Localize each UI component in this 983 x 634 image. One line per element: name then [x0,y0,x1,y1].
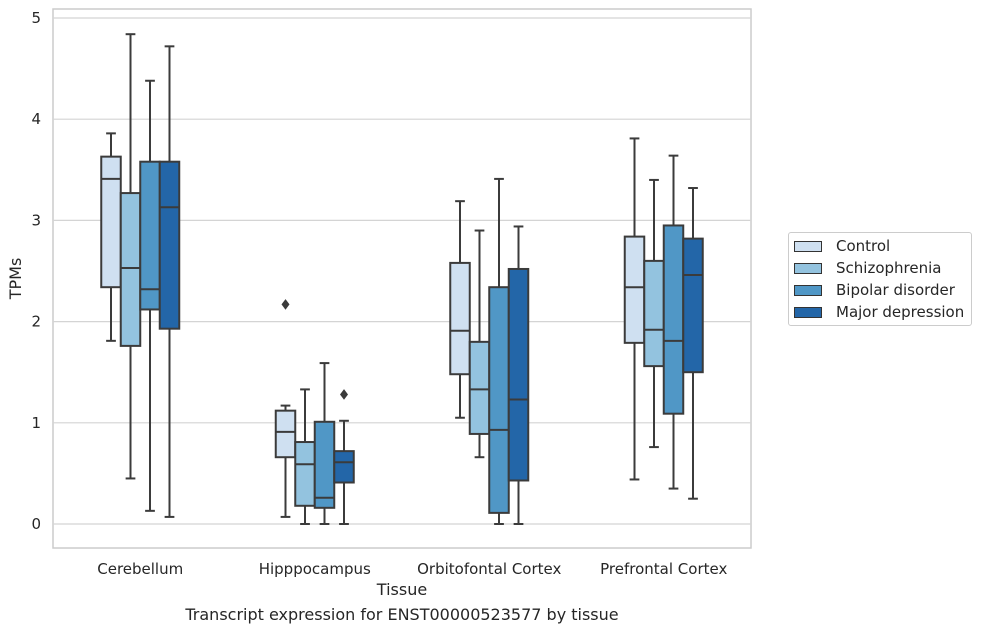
x-tick-label: Cerebellum [97,560,183,578]
box-1-3 [333,389,355,525]
box-body [643,259,665,368]
legend-label-major-depression: Major depression [836,303,965,321]
x-axis-title: Tissue [376,580,427,599]
box-body [139,160,161,311]
legend-swatch-bipolar-disorder [794,284,822,296]
box-body [468,340,491,435]
legend-label-control: Control [836,237,891,255]
box-body [682,237,704,374]
legend-item-control: Control [794,235,890,257]
box-body [488,286,510,514]
x-tick-label: Orbitofontal Cortex [417,560,561,578]
box-body [623,235,646,344]
box-2-0 [449,200,471,419]
legend-item-schizophrenia: Schizophrenia [794,257,941,279]
y-tick-label: 1 [31,414,41,432]
legend-item-bipolar-disorder: Bipolar disorder [794,279,955,301]
box-body [449,261,471,376]
box-body [100,155,122,289]
box-body [507,267,530,482]
box-body [294,441,316,507]
y-tick-label: 5 [31,9,41,27]
y-tick-label: 3 [31,211,41,229]
legend-item-major-depression: Major depression [794,301,964,323]
y-tick-label: 2 [31,313,41,331]
legend-swatch-control [794,240,822,252]
box-0-0 [100,132,122,342]
box-3-3 [682,187,704,500]
legend-label-bipolar-disorder: Bipolar disorder [836,281,955,299]
box-1-0 [274,299,297,518]
box-body [333,450,355,484]
x-tick-label: Prefrontal Cortex [600,560,727,578]
box-body [274,409,297,459]
outlier-point [340,389,348,400]
box-2-2 [488,177,510,525]
box-0-3 [158,45,181,518]
y-axis-title: TPMs [6,258,25,301]
box-body [119,192,142,347]
box-0-2 [139,79,161,512]
box-3-1 [643,178,665,449]
box-body [662,224,685,415]
legend-swatch-schizophrenia [794,262,822,274]
legend-swatch-major-depression [794,306,822,318]
outlier-point [281,299,290,310]
box-body [313,420,336,509]
legend-label-schizophrenia: Schizophrenia [836,259,942,277]
box-2-3 [507,225,530,525]
box-3-0 [623,137,646,481]
x-tick-label: Hipppocampus [259,560,371,578]
y-tick-label: 0 [31,515,41,533]
y-tick-label: 4 [31,110,41,128]
legend: Control Schizophrenia Bipolar disorder M… [788,232,972,326]
chart-caption: Transcript expression for ENST0000052357… [185,605,619,624]
box-body [158,160,181,330]
